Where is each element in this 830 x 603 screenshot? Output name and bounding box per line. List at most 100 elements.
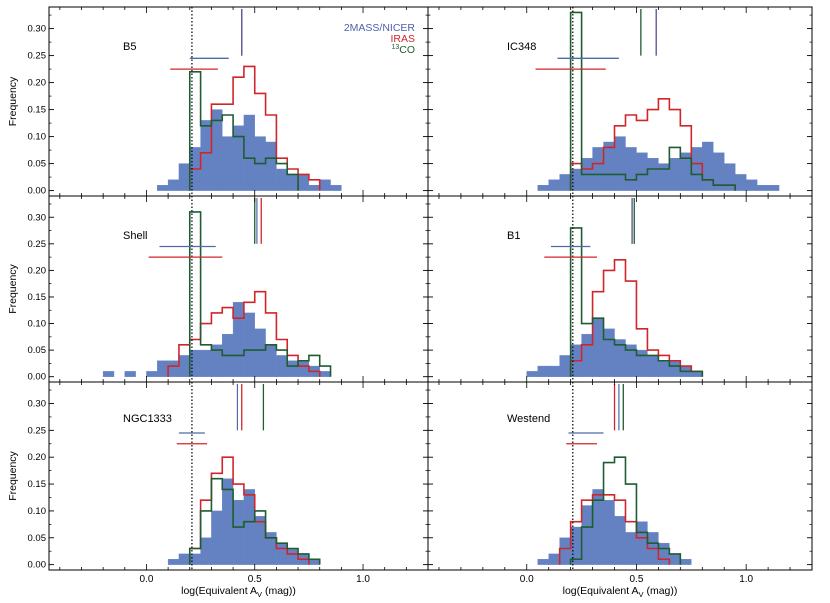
nicer-bar xyxy=(243,114,255,191)
region-label: B1 xyxy=(507,230,520,242)
region-label: Shell xyxy=(123,230,147,242)
nicer-bar xyxy=(756,184,769,191)
nicer-bar xyxy=(189,553,201,565)
nicer-bar xyxy=(102,371,115,377)
y-tick-label: 0.25 xyxy=(28,425,47,436)
nicer-bar xyxy=(319,371,331,377)
x-axis-label: log(Equivalent AV (mag)) xyxy=(181,585,296,599)
nicer-bar xyxy=(680,559,692,565)
nicer-bar xyxy=(276,542,288,565)
co-histogram-line xyxy=(569,456,682,565)
co-histogram-line xyxy=(188,211,332,377)
nicer-bar xyxy=(669,157,681,191)
y-tick-label: 0.15 xyxy=(28,292,47,303)
nicer-bar xyxy=(526,371,538,377)
nicer-bar xyxy=(669,360,681,377)
legend-entry: 13CO xyxy=(391,44,415,56)
co-histogram-line xyxy=(188,71,299,191)
co-histogram-line xyxy=(569,11,736,191)
nicer-bar xyxy=(308,184,320,191)
nicer-bar xyxy=(658,542,670,565)
nicer-bar xyxy=(265,141,277,191)
nicer-bar xyxy=(548,179,560,191)
co-histogram-line xyxy=(569,227,704,377)
nicer-bar xyxy=(254,516,266,565)
y-tick-label: 0.05 xyxy=(28,533,47,544)
y-tick-label: 0.00 xyxy=(28,560,47,571)
y-tick-label: 0.10 xyxy=(28,506,47,517)
nicer-bar xyxy=(200,120,212,191)
y-axis-label: Frequency xyxy=(7,450,19,500)
nicer-bar xyxy=(222,478,234,565)
iras-histogram-line xyxy=(569,258,704,377)
nicer-bar xyxy=(287,360,299,377)
nicer-bar xyxy=(603,499,615,565)
nicer-bar xyxy=(211,510,223,565)
nicer-bar xyxy=(636,521,648,565)
panel-shell: Shell 0.00 0.05 0.10 0.15 0.20 0.25 0.30 Frequen… xyxy=(7,195,429,383)
y-tick-label: 0.30 xyxy=(28,398,47,409)
nicer-bar xyxy=(537,559,549,565)
nicer-bar xyxy=(167,559,180,565)
nicer-bar xyxy=(178,355,190,377)
y-tick-label: 0.05 xyxy=(28,159,47,170)
nicer-bar xyxy=(276,355,288,377)
nicer-bar xyxy=(200,349,212,377)
nicer-bar xyxy=(581,505,593,565)
nicer-bar xyxy=(735,174,747,191)
iras-histogram-line xyxy=(558,494,671,565)
nicer-bar xyxy=(157,360,169,377)
legend-entry: IRAS xyxy=(390,33,415,45)
nicer-bar xyxy=(265,344,277,377)
nicer-bar xyxy=(330,184,342,191)
nicer-bar xyxy=(200,537,212,565)
nicer-bar xyxy=(157,184,169,191)
nicer-bar xyxy=(178,553,190,565)
nicer-bar xyxy=(287,548,299,565)
nicer-bar xyxy=(178,163,190,191)
nicer-bar xyxy=(254,328,266,377)
nicer-bar xyxy=(647,157,659,191)
y-tick-label: 0.20 xyxy=(28,452,47,463)
nicer-bar xyxy=(614,516,626,565)
panel-b1: B1 xyxy=(427,195,813,383)
y-tick-label: 0.15 xyxy=(28,105,47,116)
y-tick-label: 0.00 xyxy=(28,186,47,197)
nicer-bar xyxy=(592,318,604,377)
y-tick-label: 0.25 xyxy=(28,239,47,250)
y-tick-label: 0.20 xyxy=(28,265,47,276)
nicer-bar xyxy=(222,136,234,191)
nicer-bar xyxy=(592,147,604,191)
nicer-bar xyxy=(614,136,626,191)
panel-ic348: IC348 xyxy=(427,6,813,197)
nicer-bar xyxy=(287,174,299,191)
panel-b5: B5 0.00 0.05 0.10 0.15 0.20 0.25 0.30 Frequency 2… xyxy=(7,6,429,197)
nicer-bar xyxy=(297,360,310,377)
nicer-bar xyxy=(146,371,158,377)
y-tick-label: 0.20 xyxy=(28,78,47,89)
nicer-bar xyxy=(559,537,571,565)
y-tick-label: 0.15 xyxy=(28,479,47,490)
nicer-bar xyxy=(702,141,714,191)
nicer-bar xyxy=(548,553,560,565)
panel-westend: Westend 0.0 0.5 1.0 log(Equivalent AV (mag)) xyxy=(427,381,813,599)
nicer-bar xyxy=(243,489,255,565)
nicer-bar xyxy=(276,168,288,191)
y-tick-label: 0.25 xyxy=(28,51,47,62)
x-tick-label: 0.0 xyxy=(520,574,534,585)
nicer-bar xyxy=(658,163,670,191)
nicer-bar xyxy=(548,365,560,377)
nicer-bar xyxy=(636,349,648,377)
y-tick-label: 0.05 xyxy=(28,345,47,356)
nicer-bar xyxy=(232,125,245,191)
nicer-bar xyxy=(537,184,549,191)
nicer-bar xyxy=(603,328,615,377)
y-tick-label: 0.10 xyxy=(28,132,47,143)
x-axis-label: log(Equivalent AV (mag)) xyxy=(563,585,678,599)
nicer-bar xyxy=(559,355,571,377)
nicer-bar xyxy=(559,174,571,191)
y-tick-label: 0.00 xyxy=(28,372,47,383)
y-axis-label: Frequency xyxy=(7,263,19,313)
y-axis-label: Frequency xyxy=(7,76,19,126)
region-label: B5 xyxy=(123,41,136,53)
